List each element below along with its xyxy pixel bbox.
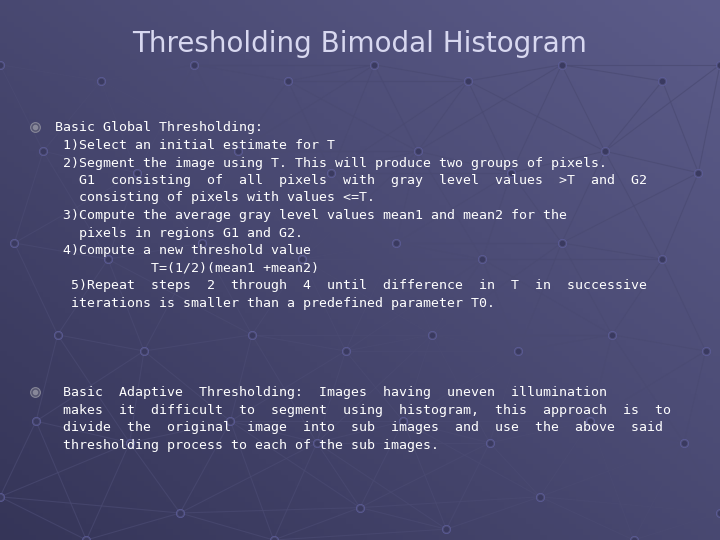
Text: Thresholding Bimodal Histogram: Thresholding Bimodal Histogram	[132, 30, 588, 58]
Text: Basic Global Thresholding:
  1)Select an initial estimate for T
  2)Segment the : Basic Global Thresholding: 1)Select an i…	[47, 122, 647, 309]
Text: Basic  Adaptive  Thresholding:  Images  having  uneven  illumination
  makes  it: Basic Adaptive Thresholding: Images havi…	[47, 386, 671, 451]
